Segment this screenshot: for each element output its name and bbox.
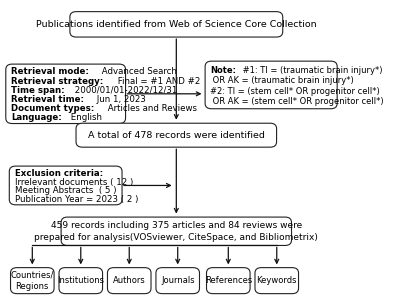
Text: 2000/01/01-2022/12/31: 2000/01/01-2022/12/31 (72, 86, 177, 95)
Text: References: References (205, 276, 252, 285)
Text: Keywords: Keywords (257, 276, 297, 285)
Text: Journals: Journals (161, 276, 194, 285)
FancyBboxPatch shape (156, 268, 199, 294)
Text: Publication Year = 2023 ( 2 ): Publication Year = 2023 ( 2 ) (14, 195, 138, 204)
Text: Countries/
Regions: Countries/ Regions (10, 271, 54, 291)
Text: Time span:: Time span: (11, 86, 65, 95)
Text: Note:: Note: (211, 66, 236, 75)
FancyBboxPatch shape (6, 64, 126, 124)
Text: Language:: Language: (11, 113, 62, 122)
Text: Retrieval strategy:: Retrieval strategy: (11, 77, 103, 86)
FancyBboxPatch shape (76, 123, 277, 147)
Text: Document types:: Document types: (11, 104, 94, 113)
FancyBboxPatch shape (205, 61, 337, 109)
Text: Publications identified from Web of Science Core Collection: Publications identified from Web of Scie… (36, 20, 317, 29)
FancyBboxPatch shape (70, 12, 283, 37)
Text: Articles and Reviews: Articles and Reviews (105, 104, 197, 113)
Text: OR AK = (traumatic brain injury*): OR AK = (traumatic brain injury*) (211, 76, 354, 85)
Text: 459 records including 375 articles and 84 reviews were
prepared for analysis(VOS: 459 records including 375 articles and 8… (34, 220, 318, 242)
Text: Meeting Abstracts  ( 5 ): Meeting Abstracts ( 5 ) (14, 186, 116, 195)
Text: Authors: Authors (113, 276, 146, 285)
Text: Final = #1 AND #2: Final = #1 AND #2 (115, 77, 200, 86)
Text: A total of 478 records were identified: A total of 478 records were identified (88, 131, 265, 140)
Text: #1: TI = (traumatic brain injury*): #1: TI = (traumatic brain injury*) (240, 66, 382, 75)
Text: Irrelevant documents ( 12 ): Irrelevant documents ( 12 ) (14, 178, 133, 187)
Text: OR AK = (stem cell* OR progenitor cell*): OR AK = (stem cell* OR progenitor cell*) (211, 97, 384, 107)
Text: Advanced Search: Advanced Search (99, 67, 177, 76)
FancyBboxPatch shape (207, 268, 250, 294)
FancyBboxPatch shape (61, 217, 292, 245)
FancyBboxPatch shape (10, 268, 54, 294)
Text: Institutions: Institutions (57, 276, 104, 285)
FancyBboxPatch shape (107, 268, 151, 294)
Text: Jun 1, 2023: Jun 1, 2023 (93, 95, 146, 104)
Text: English: English (69, 113, 102, 122)
Text: Retrieval time:: Retrieval time: (11, 95, 84, 104)
FancyBboxPatch shape (9, 166, 122, 205)
Text: Exclusion criteria:: Exclusion criteria: (14, 169, 103, 178)
Text: #2: TI = (stem cell* OR progenitor cell*): #2: TI = (stem cell* OR progenitor cell*… (211, 87, 380, 96)
FancyBboxPatch shape (59, 268, 103, 294)
Text: Retrieval mode:: Retrieval mode: (11, 67, 89, 76)
FancyBboxPatch shape (255, 268, 298, 294)
